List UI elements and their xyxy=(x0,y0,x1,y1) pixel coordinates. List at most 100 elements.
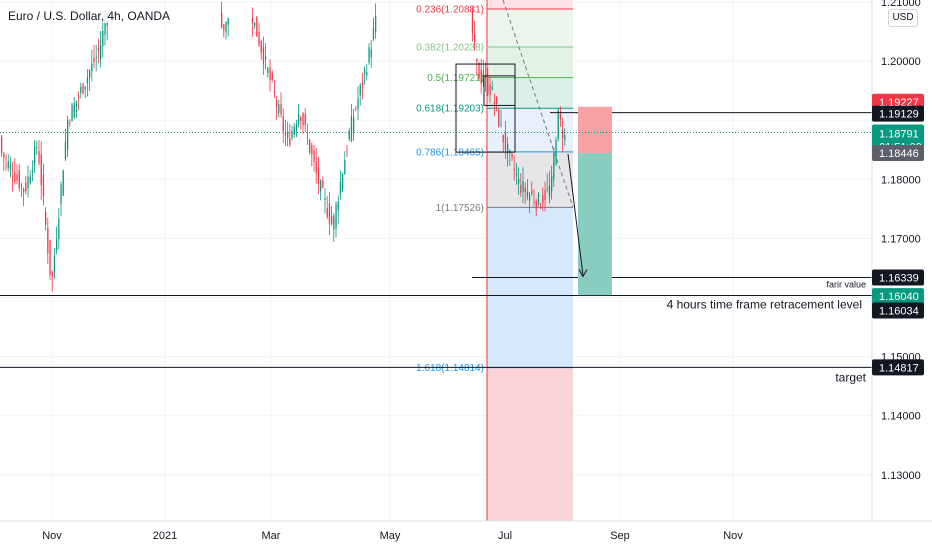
candle-body xyxy=(25,182,27,192)
candle-body xyxy=(537,193,540,204)
retracement-level-label: 4 hours time frame retracement level xyxy=(667,297,862,311)
time-tick-label: Jul xyxy=(498,530,512,542)
candle-body xyxy=(9,164,12,171)
candle-body xyxy=(317,167,320,184)
candle-body xyxy=(271,73,273,80)
candle-body xyxy=(370,49,372,58)
candle-body xyxy=(67,120,69,150)
candle-body xyxy=(309,139,311,153)
candle-body xyxy=(348,130,350,140)
candle-body xyxy=(555,139,557,165)
candle-body xyxy=(29,176,31,184)
candle-body xyxy=(491,86,493,90)
candle-body xyxy=(47,227,49,254)
candle-body xyxy=(375,15,377,33)
time-tick-label: 2021 xyxy=(153,530,177,542)
candle-body xyxy=(225,21,227,33)
fib-zone xyxy=(487,367,573,521)
fib-zone xyxy=(487,207,573,368)
candle-body xyxy=(496,97,498,105)
symbol-title: Euro / U.S. Dollar, 4h, OANDA xyxy=(6,9,173,23)
price-badge-label: 1.16040 xyxy=(879,291,919,303)
candle-body xyxy=(337,201,339,211)
currency-button[interactable]: USD xyxy=(888,9,918,27)
fib-level-label: 0.382(1.20238) xyxy=(416,43,484,54)
fib-retracement-tool: 0.236(1.20881)0.382(1.20238)0.5(1.19721)… xyxy=(416,0,574,521)
candle-body xyxy=(69,122,71,124)
price-badge-label: 1.18446 xyxy=(879,148,919,160)
candle-body xyxy=(509,149,511,154)
fib-level-label: 1.618(1.14814) xyxy=(416,363,484,374)
candle-body xyxy=(100,45,102,60)
price-badge-label: 1.16339 xyxy=(879,272,919,284)
candle-body xyxy=(311,145,313,155)
time-tick-label: Mar xyxy=(262,530,281,542)
projection-arrow xyxy=(567,153,584,276)
price-tick-label: 1.17000 xyxy=(881,233,921,245)
candle-body xyxy=(366,72,368,76)
candle-body xyxy=(471,10,474,33)
candle-body xyxy=(313,150,315,162)
price-badge-label: 1.16034 xyxy=(879,305,919,317)
candle-body xyxy=(487,78,489,94)
candle-body xyxy=(289,138,291,146)
candle-body xyxy=(520,184,522,193)
price-badge xyxy=(872,302,924,319)
candle-body xyxy=(280,103,282,115)
candle-body xyxy=(529,194,531,201)
candle-body xyxy=(540,207,542,209)
candle-body xyxy=(489,84,491,96)
candle-body xyxy=(49,240,51,275)
time-tick-label: May xyxy=(380,530,401,542)
candle-body xyxy=(45,212,47,225)
price-tick-label: 1.14000 xyxy=(881,411,921,423)
candle-body xyxy=(515,174,518,176)
candle-body xyxy=(564,135,566,141)
candle-body xyxy=(476,58,478,62)
candle-body xyxy=(273,91,276,94)
candle-body xyxy=(548,185,551,197)
candle-body xyxy=(535,200,537,209)
candle-body xyxy=(73,103,75,118)
candle-body xyxy=(357,98,359,109)
candle-body xyxy=(265,56,267,60)
candle-body xyxy=(504,133,507,151)
candle-body xyxy=(359,84,361,96)
arrow-head xyxy=(578,269,588,278)
candle-body xyxy=(518,178,520,184)
candle-body xyxy=(480,70,482,84)
fib-trend-line xyxy=(502,0,574,208)
candle-body xyxy=(40,154,42,186)
candle-body xyxy=(350,116,353,142)
candle-body xyxy=(282,116,284,131)
candlestick-series xyxy=(1,1,566,292)
price-badge xyxy=(872,359,924,376)
fib-level-label: 0.618(1.19203) xyxy=(416,104,484,115)
candle-body xyxy=(513,168,515,171)
candle-body xyxy=(16,174,18,181)
candle-body xyxy=(5,158,7,160)
candle-body xyxy=(324,197,326,200)
candle-body xyxy=(293,126,295,135)
fib-zone xyxy=(487,9,573,48)
candle-body xyxy=(14,172,16,182)
stop-loss-zone xyxy=(578,106,612,153)
fib-zone xyxy=(487,0,573,10)
candle-body xyxy=(7,161,9,169)
candle-body xyxy=(557,109,559,139)
price-badge xyxy=(872,288,924,305)
candle-body xyxy=(284,131,287,136)
candle-body xyxy=(474,34,476,42)
candle-body xyxy=(368,47,370,63)
price-tick-label: 1.18000 xyxy=(881,174,921,186)
candle-body xyxy=(342,174,344,190)
candle-body xyxy=(97,47,100,51)
candle-body xyxy=(3,153,5,158)
candle-body xyxy=(335,204,337,229)
candle-body xyxy=(34,146,36,166)
candle-body xyxy=(42,174,45,197)
candle-body xyxy=(60,184,62,204)
candle-body xyxy=(498,109,500,127)
candle-body xyxy=(291,131,293,139)
